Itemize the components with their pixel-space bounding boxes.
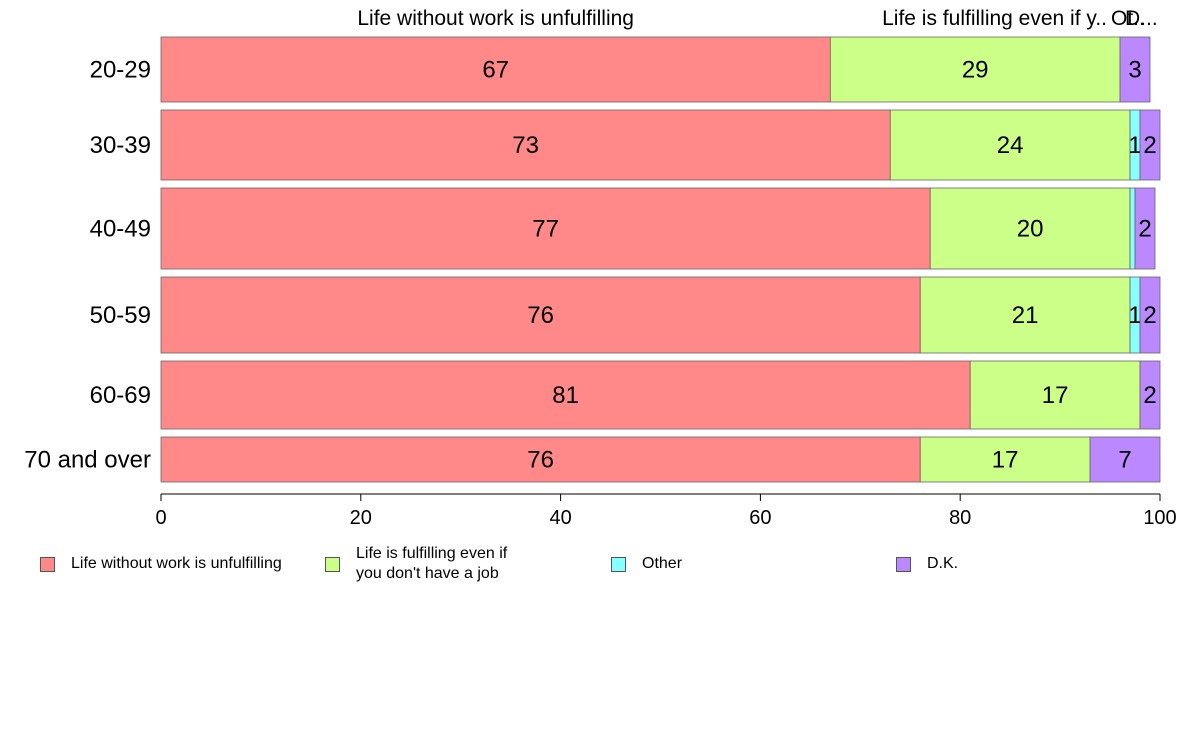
legend-swatch (611, 557, 626, 572)
bar-segment (1119, 36, 1151, 103)
bar-segment (160, 109, 891, 181)
legend-label: Other (642, 555, 683, 572)
bar-data-label: 29 (962, 57, 989, 84)
legend-item-unfulfilling: Life without work is unfulfilling (40, 554, 282, 574)
series-top-label: Life is fulfilling even if y.. (882, 7, 1107, 30)
legend-label: Life is fulfilling even if you don't hav… (356, 545, 508, 582)
bar-segment (160, 360, 971, 430)
legend-item-other: Other (611, 554, 682, 574)
bar-data-label: 77 (532, 216, 559, 243)
x-tick-label: 80 (949, 507, 971, 529)
bar-data-label: 24 (997, 132, 1024, 159)
bar-data-label: 1 (1128, 132, 1141, 159)
bar-data-label: 21 (1012, 302, 1039, 329)
bar-segment (919, 276, 1131, 354)
bar-data-label: 76 (527, 302, 554, 329)
bar-data-label: 73 (512, 132, 539, 159)
bar-segment (1129, 187, 1136, 270)
bar-segment (889, 109, 1131, 181)
series-top-label: Ot.. (1111, 7, 1145, 30)
bar-data-label: 1 (1128, 302, 1141, 329)
x-tick-label: 40 (549, 507, 571, 529)
legend-swatch (896, 557, 911, 572)
x-tick-label: 100 (1143, 507, 1176, 529)
bar-data-label: 2 (1143, 132, 1156, 159)
bar-data-label: 7 (1118, 447, 1131, 474)
category-label: 50-59 (90, 302, 151, 329)
legend-swatch (325, 557, 340, 572)
bar-segment (829, 36, 1121, 103)
legend-item-fulfilling: Life is fulfilling even if you don't hav… (325, 544, 507, 584)
bar-data-label: 67 (482, 57, 509, 84)
bar-data-label: 2 (1143, 382, 1156, 409)
bar-data-label: 17 (1042, 382, 1069, 409)
bar-data-label: 17 (992, 447, 1019, 474)
x-tick-label: 60 (749, 507, 771, 529)
chart-legend: Life without work is unfulfilling Life i… (0, 540, 1188, 600)
bar-segment (1089, 436, 1161, 483)
bar-segment (160, 436, 921, 483)
bar-segment (1139, 276, 1161, 354)
bar-segment (919, 436, 1091, 483)
legend-item-dk: D.K. (896, 554, 958, 574)
bar-segment (160, 276, 921, 354)
bar-segment (1134, 187, 1156, 270)
bar-segment (160, 187, 931, 270)
category-label: 40-49 (90, 216, 151, 243)
legend-swatch (40, 557, 55, 572)
legend-label: D.K. (927, 555, 959, 572)
x-tick-label: 20 (350, 507, 372, 529)
category-label: 60-69 (90, 382, 151, 409)
bar-segment (929, 187, 1131, 270)
bar-segment (969, 360, 1141, 430)
legend-label: Life without work is unfulfilling (71, 555, 282, 572)
x-tick-label: 0 (155, 507, 166, 529)
bar-data-label: 81 (552, 382, 579, 409)
category-label: 70 and over (24, 447, 151, 474)
bar-data-label: 76 (527, 447, 554, 474)
bar-segment (1139, 360, 1161, 430)
series-top-label: D... (1125, 7, 1158, 30)
bar-segment (1139, 109, 1161, 181)
bar-data-label: 2 (1143, 302, 1156, 329)
bar-data-label: 3 (1128, 57, 1141, 84)
category-label: 20-29 (90, 57, 151, 84)
category-label: 30-39 (90, 132, 151, 159)
bar-segment (160, 36, 831, 103)
bar-data-label: 20 (1017, 216, 1044, 243)
bar-data-label: 2 (1138, 216, 1151, 243)
series-top-label: Life without work is unfulfilling (357, 7, 634, 30)
